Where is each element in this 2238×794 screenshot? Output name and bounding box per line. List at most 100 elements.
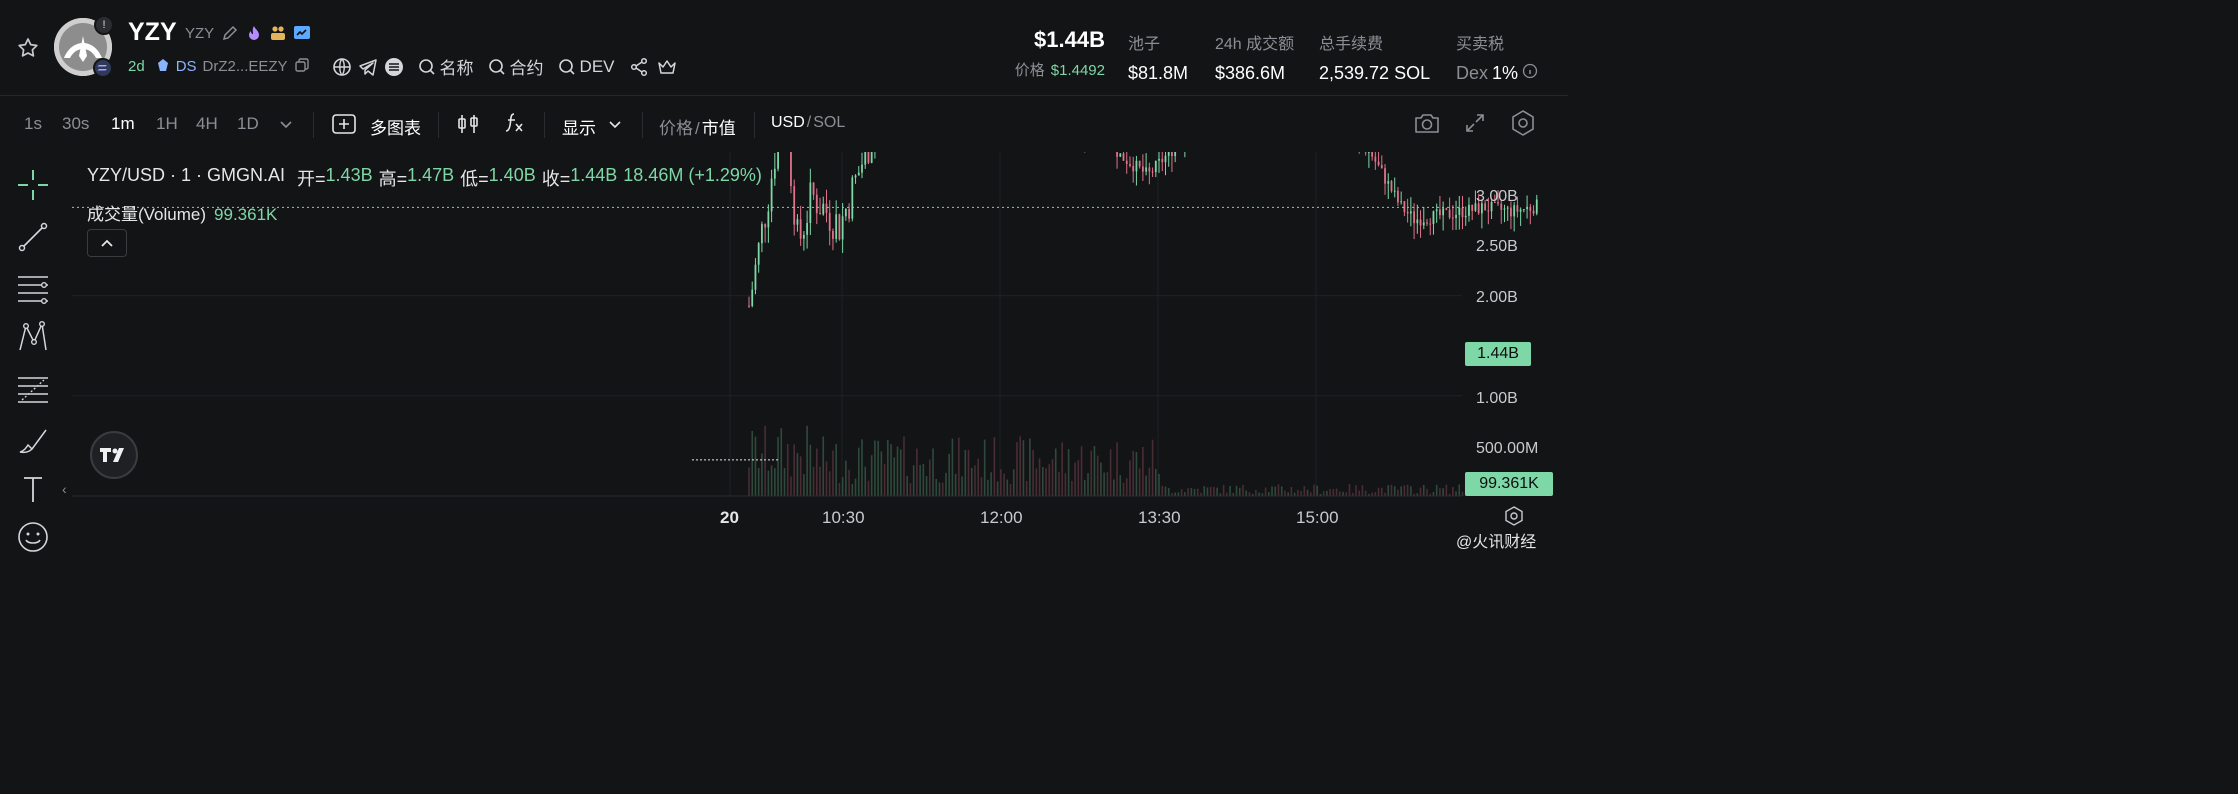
volume-bar <box>987 479 989 496</box>
candle-body <box>1493 202 1496 204</box>
favorite-star-icon[interactable] <box>16 36 40 65</box>
settings-gear-icon[interactable] <box>1509 109 1537 142</box>
axis-settings-gear-icon[interactable] <box>1503 505 1525 532</box>
candle-body <box>822 203 825 215</box>
candle-body <box>1490 202 1493 212</box>
share-icon[interactable] <box>629 57 649 77</box>
volume-bar <box>951 438 954 496</box>
search-contract-button[interactable]: 合约 <box>488 54 544 79</box>
candle-body <box>815 194 818 214</box>
telegram-icon[interactable] <box>358 57 378 77</box>
display-dropdown[interactable]: 显示 <box>562 119 596 138</box>
volume-bar <box>1158 473 1160 496</box>
crown-icon[interactable] <box>657 57 677 77</box>
tradingview-logo-icon[interactable] <box>90 431 138 479</box>
candle-body <box>1474 203 1477 211</box>
volume-bar <box>1422 484 1425 496</box>
candle-body <box>1397 190 1399 203</box>
volume-bar <box>922 463 925 496</box>
candle-body <box>1122 153 1125 161</box>
display-chevron-down-icon[interactable] <box>607 116 623 137</box>
pattern-tool-icon[interactable] <box>14 318 52 356</box>
legend-change: 18.46M (+1.29%) <box>623 165 762 185</box>
candle-body <box>802 234 805 239</box>
candle-body <box>1409 211 1412 214</box>
candle-body <box>1487 210 1490 212</box>
currency-toggle[interactable]: USD / SOL <box>771 114 845 132</box>
candle-body <box>1455 214 1457 218</box>
volume-bar <box>880 451 883 496</box>
price-chart[interactable] <box>72 152 1568 556</box>
search-name-button[interactable]: 名称 <box>418 54 474 79</box>
price-toggle[interactable]: 价格 / 市值 <box>659 114 736 139</box>
candle-body <box>1426 222 1428 224</box>
brush-tool-icon[interactable] <box>14 422 52 460</box>
emoji-tool-icon[interactable] <box>14 518 52 556</box>
collapse-sidebar-chevron-left-icon[interactable]: ‹ <box>62 481 67 497</box>
candle-body <box>1513 205 1516 217</box>
volume-bar <box>1116 442 1118 496</box>
copy-icon[interactable] <box>294 57 310 77</box>
legend-close: 1.44B <box>570 165 618 185</box>
volume-bar <box>1125 478 1128 496</box>
volume-bar <box>1361 485 1364 496</box>
candle-body <box>757 243 760 265</box>
edit-icon[interactable] <box>221 24 239 47</box>
candle-body <box>748 305 750 307</box>
volume-bar <box>916 448 918 496</box>
volume-bar <box>883 464 886 496</box>
volume-bar <box>1245 490 1247 496</box>
volume-bar <box>1345 492 1348 496</box>
search-dev-button[interactable]: DEV <box>558 57 615 77</box>
website-icon[interactable] <box>332 57 352 77</box>
candle-style-icon[interactable] <box>456 113 480 140</box>
volume-bar <box>838 482 841 496</box>
volume-bar <box>1025 480 1028 496</box>
time-tick: 12:00 <box>980 508 1023 527</box>
collapse-legend-button[interactable] <box>87 229 127 257</box>
candle-body <box>1435 209 1438 212</box>
currency-sol[interactable]: SOL <box>813 114 846 131</box>
volume-bar <box>1219 493 1222 496</box>
menu-circle-icon[interactable] <box>384 57 404 77</box>
candle-body <box>1164 155 1167 163</box>
currency-usd[interactable]: USD <box>771 114 805 131</box>
volume-bar <box>1119 475 1122 496</box>
volume-bar <box>919 465 921 496</box>
multi-chart-button[interactable]: 多图表 <box>370 119 421 138</box>
interval-1s[interactable]: 1s <box>24 114 42 133</box>
trendline-tool-icon[interactable] <box>14 218 52 256</box>
text-tool-icon[interactable] <box>14 470 52 508</box>
volume-bar <box>1087 473 1089 496</box>
volume-bars <box>748 425 1538 496</box>
add-chart-icon[interactable] <box>332 114 356 139</box>
contract-address[interactable]: DrZ2...EEZY <box>202 58 288 75</box>
indicators-fx-icon[interactable] <box>502 111 526 140</box>
info-icon[interactable] <box>1522 63 1538 84</box>
candle-body <box>870 152 873 163</box>
volume-bar <box>835 444 837 496</box>
interval-1h[interactable]: 1H <box>156 114 178 133</box>
interval-4h[interactable]: 4H <box>196 114 218 133</box>
volume-bar <box>945 472 947 496</box>
volume-bar <box>1432 491 1435 496</box>
screenshot-camera-icon[interactable] <box>1413 110 1441 141</box>
interval-30s[interactable]: 30s <box>62 114 90 133</box>
interval-1m[interactable]: 1m <box>111 114 135 133</box>
candle-body <box>1138 160 1141 167</box>
intervals-chevron-down-icon[interactable] <box>278 116 294 137</box>
market-cap-toggle-label[interactable]: 市值 <box>701 119 736 138</box>
horizontal-lines-tool-icon[interactable] <box>14 268 52 306</box>
fib-tool-icon[interactable] <box>14 370 52 408</box>
token-title: YZY <box>128 18 177 46</box>
volume-bar <box>1003 473 1005 496</box>
volume-bar <box>780 428 783 496</box>
candle-body <box>844 208 847 217</box>
crosshair-tool-icon[interactable] <box>14 166 52 204</box>
fullscreen-icon[interactable] <box>1464 112 1486 139</box>
volume-bar <box>767 470 770 496</box>
volume-bar <box>874 440 876 496</box>
volume-bar <box>861 439 863 496</box>
volume-bar <box>970 467 973 496</box>
interval-1d[interactable]: 1D <box>237 114 259 133</box>
